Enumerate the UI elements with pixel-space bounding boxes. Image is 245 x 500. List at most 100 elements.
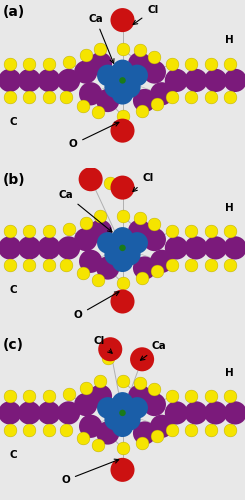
Text: (b): (b): [2, 172, 25, 186]
Point: [67, 390, 71, 398]
Point: [209, 93, 213, 101]
Text: (c): (c): [2, 338, 24, 351]
Point: [143, 429, 147, 437]
Point: [155, 432, 159, 440]
Point: [106, 404, 110, 412]
Point: [98, 377, 102, 385]
Point: [27, 244, 31, 252]
Point: [152, 68, 156, 76]
Point: [140, 274, 144, 282]
Point: [138, 392, 142, 400]
Point: [47, 426, 51, 434]
Point: [152, 236, 156, 244]
Point: [170, 93, 173, 101]
Point: [160, 422, 164, 430]
Point: [27, 392, 31, 400]
Point: [64, 426, 68, 434]
Text: Ca: Ca: [59, 190, 112, 232]
Point: [67, 409, 71, 417]
Point: [98, 227, 102, 235]
Point: [121, 444, 124, 452]
Point: [209, 60, 213, 68]
Point: [121, 76, 124, 84]
Point: [27, 409, 31, 417]
Point: [84, 384, 88, 392]
Point: [47, 93, 51, 101]
Point: [47, 409, 51, 417]
Point: [81, 102, 85, 110]
Point: [89, 90, 93, 98]
Point: [152, 53, 156, 61]
Point: [98, 44, 102, 52]
Point: [89, 258, 93, 266]
Point: [170, 260, 173, 268]
Point: [209, 392, 213, 400]
Point: [121, 399, 124, 407]
Point: [106, 429, 110, 437]
Point: [189, 227, 193, 235]
Point: [228, 227, 232, 235]
Point: [155, 100, 159, 108]
Point: [27, 93, 31, 101]
Point: [27, 76, 31, 84]
Text: O: O: [74, 292, 119, 320]
Point: [121, 112, 124, 120]
Point: [209, 227, 213, 235]
Text: Ca: Ca: [140, 341, 167, 360]
Point: [228, 426, 232, 434]
Point: [214, 76, 218, 84]
Point: [194, 76, 198, 84]
Point: [108, 345, 112, 353]
Point: [121, 66, 124, 74]
Point: [121, 377, 124, 385]
Point: [121, 279, 124, 287]
Point: [140, 439, 144, 447]
Point: [121, 298, 124, 306]
Point: [121, 466, 124, 474]
Point: [189, 392, 193, 400]
Point: [113, 250, 117, 258]
Text: H: H: [225, 35, 234, 45]
Point: [152, 386, 156, 394]
Text: C: C: [10, 450, 17, 460]
Point: [170, 60, 173, 68]
Text: Ca: Ca: [88, 14, 114, 64]
Point: [138, 214, 142, 222]
Point: [140, 356, 144, 364]
Point: [121, 258, 124, 266]
Point: [194, 409, 198, 417]
Point: [84, 219, 88, 227]
Point: [228, 260, 232, 268]
Point: [189, 426, 193, 434]
Point: [128, 250, 132, 258]
Point: [8, 426, 12, 434]
Point: [174, 76, 178, 84]
Point: [160, 90, 164, 98]
Point: [152, 400, 156, 408]
Point: [106, 96, 110, 104]
Point: [27, 227, 31, 235]
Point: [228, 60, 232, 68]
Point: [8, 93, 12, 101]
Point: [189, 60, 193, 68]
Point: [121, 90, 124, 98]
Point: [135, 72, 139, 80]
Text: H: H: [225, 368, 234, 378]
Text: C: C: [10, 285, 17, 295]
Point: [8, 260, 12, 268]
Point: [233, 409, 237, 417]
Point: [47, 392, 51, 400]
Point: [135, 354, 139, 362]
Text: O: O: [69, 122, 119, 150]
Text: H: H: [225, 202, 234, 212]
Point: [64, 93, 68, 101]
Point: [84, 68, 88, 76]
Point: [214, 244, 218, 252]
Point: [121, 422, 124, 430]
Point: [47, 260, 51, 268]
Point: [47, 76, 51, 84]
Point: [138, 379, 142, 387]
Text: C: C: [10, 118, 17, 128]
Point: [106, 239, 110, 247]
Text: Cl: Cl: [93, 336, 112, 353]
